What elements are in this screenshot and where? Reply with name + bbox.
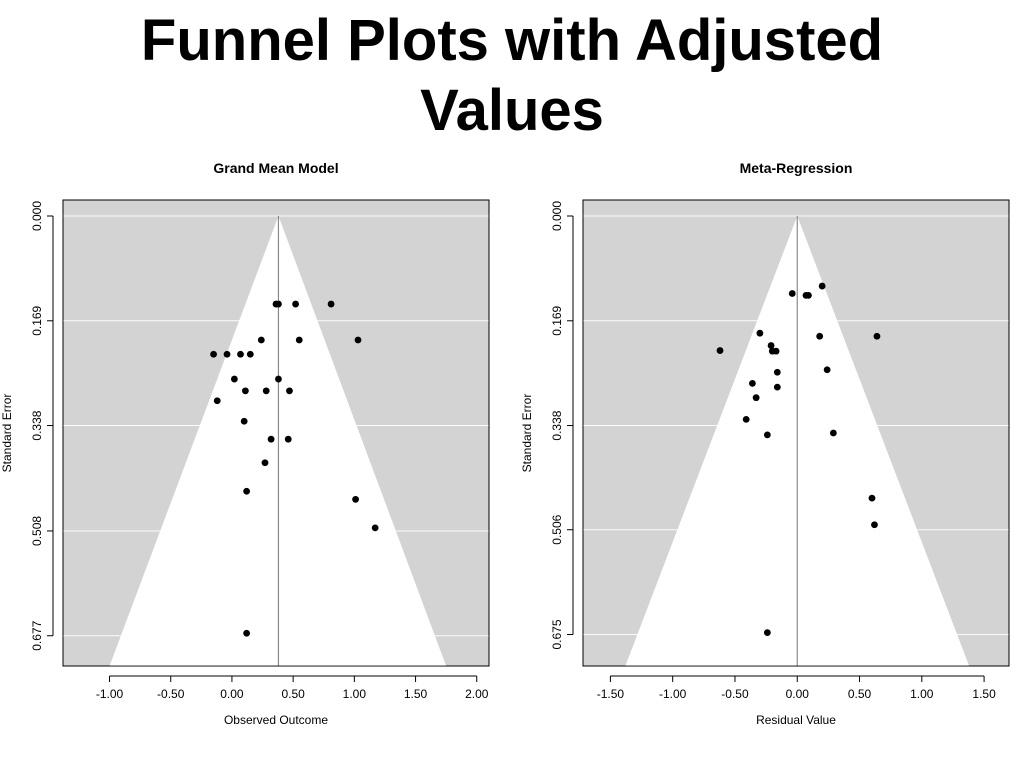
data-point — [871, 521, 878, 529]
data-point — [829, 429, 837, 437]
data-point — [868, 494, 876, 502]
data-point — [292, 300, 299, 308]
x-tick-label: 0.50 — [281, 687, 305, 701]
data-point — [257, 336, 265, 344]
x-tick-label: -0.50 — [157, 687, 185, 701]
data-point — [763, 629, 771, 637]
x-tick-label: 1.00 — [910, 687, 934, 701]
data-point — [818, 282, 826, 290]
data-point — [752, 394, 760, 402]
slide-title: Funnel Plots with Adjusted Values — [0, 6, 1024, 146]
data-point — [230, 375, 238, 383]
y-tick-label: 0.000 — [30, 201, 44, 231]
x-tick-label: -1.00 — [659, 687, 687, 701]
y-axis-label: Standard Error — [0, 394, 14, 473]
data-point — [237, 350, 244, 358]
x-tick-label: -1.50 — [597, 687, 625, 701]
data-point — [756, 329, 764, 337]
data-point — [243, 629, 251, 637]
data-point — [241, 387, 249, 395]
plot-border — [62, 199, 490, 667]
data-point — [223, 350, 231, 358]
data-point — [267, 435, 275, 443]
chart-title: Grand Mean Model — [213, 160, 338, 176]
data-point — [275, 375, 282, 383]
data-point — [873, 332, 881, 340]
y-tick-label: 0.169 — [550, 305, 564, 335]
x-tick-label: -0.50 — [721, 687, 749, 701]
data-point — [773, 368, 781, 376]
y-tick-label: 0.677 — [30, 620, 44, 650]
data-point — [772, 347, 780, 355]
data-point — [286, 387, 293, 395]
data-point — [327, 300, 335, 308]
data-point — [716, 347, 724, 354]
data-point — [788, 290, 796, 297]
data-point — [805, 291, 812, 299]
funnel-region — [109, 216, 447, 666]
x-tick-label: 0.50 — [848, 687, 872, 701]
plot-border — [582, 199, 1010, 667]
funnel-plot-panel-1: Grand Mean Model -1.00 -0.50 0.00 0.50 1.00 1.… — [0, 160, 490, 727]
x-tick-label: 0.00 — [786, 687, 810, 701]
x-tick-label: 1.50 — [972, 687, 996, 701]
data-point — [213, 397, 221, 405]
data-point — [763, 431, 771, 439]
x-tick-label: -1.00 — [96, 687, 124, 701]
slide-title-line-2: Values — [420, 78, 604, 143]
data-point — [240, 417, 248, 425]
x-tick-label: 1.00 — [343, 687, 367, 701]
x-axis-label: Residual Value — [756, 713, 836, 727]
data-point — [284, 435, 292, 443]
data-point — [823, 366, 831, 374]
data-point — [742, 415, 750, 423]
y-axis-label: Standard Error — [520, 394, 534, 473]
data-point — [246, 350, 254, 358]
y-tick-label: 0.338 — [550, 410, 564, 440]
funnel-plots-figure: Grand Mean Model -1.00 -0.50 0.00 0.50 1.00 1.… — [0, 160, 1010, 727]
data-point — [275, 300, 282, 308]
x-tick-label: 2.00 — [465, 687, 489, 701]
data-point — [371, 524, 379, 532]
data-point — [816, 332, 824, 340]
data-point — [773, 383, 781, 391]
data-point — [352, 495, 359, 503]
data-point — [749, 380, 756, 387]
data-point — [261, 459, 269, 467]
slide-title-line-1: Funnel Plots with Adjusted — [140, 8, 884, 73]
chart-title: Meta-Regression — [740, 160, 853, 176]
data-point — [210, 350, 217, 358]
data-point — [295, 336, 303, 344]
funnel-plot-panel-2: Meta-Regression -1.50 -1.00 -0.50 0.00 0.50 1.… — [520, 160, 1010, 727]
y-tick-label: 0.000 — [550, 201, 564, 231]
y-tick-label: 0.675 — [550, 619, 564, 649]
data-point — [767, 342, 775, 349]
y-tick-label: 0.506 — [550, 514, 564, 544]
y-tick-label: 0.508 — [30, 516, 44, 546]
data-point — [243, 487, 251, 495]
x-tick-label: 0.00 — [220, 687, 244, 701]
x-axis-label: Observed Outcome — [224, 713, 328, 727]
y-tick-label: 0.169 — [30, 305, 44, 335]
x-tick-label: 1.50 — [404, 687, 428, 701]
data-point — [354, 336, 362, 344]
y-tick-label: 0.338 — [30, 410, 44, 440]
data-point — [262, 387, 270, 395]
